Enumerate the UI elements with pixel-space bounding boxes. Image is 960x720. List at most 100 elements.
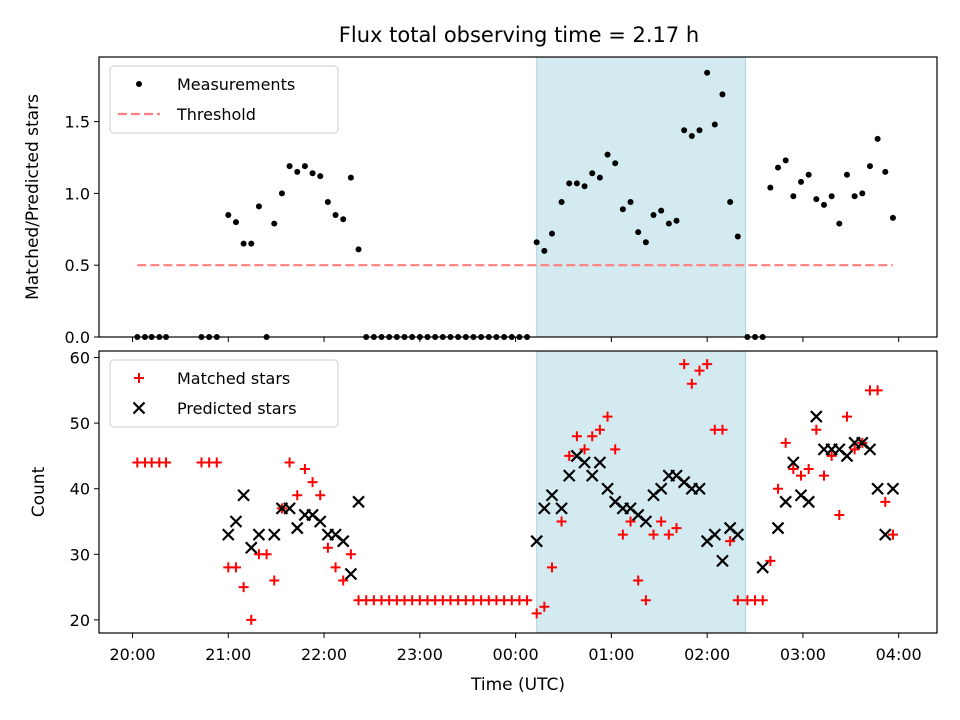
matched-star-point bbox=[322, 542, 333, 553]
legend-marker-plus bbox=[134, 373, 144, 383]
predicted-star-point bbox=[716, 554, 729, 568]
y-tick-label: 20 bbox=[70, 611, 90, 630]
matched-star-point bbox=[261, 549, 272, 560]
predicted-star-point bbox=[530, 534, 543, 548]
matched-star-point bbox=[849, 444, 860, 455]
matched-star-point bbox=[841, 411, 852, 422]
measurement-point bbox=[681, 127, 688, 134]
measurement-point bbox=[573, 180, 580, 187]
y-tick-label: 60 bbox=[70, 349, 90, 368]
measurement-point bbox=[355, 246, 362, 253]
legend-label: Measurements bbox=[177, 75, 295, 94]
measurement-point bbox=[820, 201, 827, 208]
predicted-star-point bbox=[290, 521, 304, 535]
x-tick-label: 03:00 bbox=[780, 645, 826, 664]
matched-star-point bbox=[663, 529, 674, 540]
legend-label: Predicted stars bbox=[177, 399, 297, 418]
matched-star-point bbox=[284, 457, 295, 468]
measurement-point bbox=[317, 173, 324, 180]
measurement-point bbox=[548, 230, 555, 237]
y-tick-label: 1.5 bbox=[65, 113, 90, 132]
matched-star-point bbox=[594, 424, 605, 435]
measurement-point bbox=[859, 190, 866, 197]
measurement-point bbox=[619, 206, 626, 213]
matched-star-point bbox=[531, 608, 542, 619]
predicted-star-point bbox=[639, 515, 653, 528]
matched-star-point bbox=[765, 555, 776, 566]
predicted-star-point bbox=[810, 410, 823, 423]
x-tick-label: 21:00 bbox=[205, 645, 251, 664]
matched-star-point bbox=[780, 437, 791, 448]
predicted-star-point bbox=[840, 449, 854, 463]
matched-star-point bbox=[579, 444, 590, 455]
matched-star-point bbox=[880, 496, 891, 507]
matched-star-point bbox=[307, 477, 318, 488]
x-tick-label: 20:00 bbox=[109, 645, 155, 664]
matched-star-point bbox=[602, 411, 613, 422]
matched-star-point bbox=[803, 464, 814, 475]
measurement-point bbox=[324, 199, 331, 206]
measurement-point bbox=[711, 121, 718, 128]
matched-star-point bbox=[796, 470, 807, 481]
measurement-point bbox=[627, 199, 634, 206]
predicted-star-point bbox=[244, 541, 258, 555]
matched-star-point bbox=[610, 444, 621, 455]
legend-label: Threshold bbox=[176, 105, 256, 124]
predicted-star-point bbox=[879, 528, 892, 541]
predicted-star-point bbox=[229, 515, 243, 528]
matched-star-point bbox=[773, 483, 784, 494]
measurement-point bbox=[889, 214, 896, 221]
predicted-star-point bbox=[562, 469, 576, 482]
matched-star-point bbox=[617, 529, 628, 540]
matched-star-point bbox=[299, 464, 310, 475]
measurement-point bbox=[248, 240, 255, 247]
matched-star-point bbox=[230, 562, 241, 573]
measurement-point bbox=[727, 199, 734, 206]
series-matched-stars bbox=[132, 359, 898, 625]
y-axis-label: Count bbox=[29, 466, 49, 517]
measurement-point bbox=[533, 239, 540, 246]
predicted-star-point bbox=[731, 528, 745, 541]
predicted-star-point bbox=[693, 482, 706, 495]
predicted-star-point bbox=[863, 443, 877, 456]
measurement-point bbox=[635, 229, 642, 236]
measurement-point bbox=[719, 91, 726, 98]
predicted-star-point bbox=[756, 561, 769, 574]
legend-marker-dot bbox=[136, 81, 142, 87]
matched-star-point bbox=[571, 431, 582, 442]
matched-star-point bbox=[625, 516, 636, 527]
measurement-point bbox=[836, 220, 843, 227]
highlight-band bbox=[536, 350, 746, 634]
measurement-point bbox=[665, 220, 672, 227]
matched-star-point bbox=[717, 424, 728, 435]
matched-star-point bbox=[679, 359, 690, 370]
measurement-point bbox=[541, 247, 548, 254]
predicted-star-point bbox=[578, 456, 591, 469]
measurement-point bbox=[658, 207, 665, 214]
predicted-star-point bbox=[654, 482, 668, 495]
measurement-point bbox=[790, 193, 797, 200]
predicted-star-point bbox=[344, 567, 358, 581]
measurement-point bbox=[612, 160, 619, 167]
measurement-point bbox=[851, 193, 858, 200]
series-measurements bbox=[134, 69, 896, 340]
predicted-star-point bbox=[555, 502, 568, 515]
y-axis-label: Matched/Predicted stars bbox=[23, 94, 43, 300]
x-tick-label: 00:00 bbox=[493, 645, 539, 664]
measurement-point bbox=[294, 168, 301, 175]
predicted-star-point bbox=[708, 528, 722, 541]
matched-star-point bbox=[725, 536, 736, 547]
predicted-star-point bbox=[601, 482, 614, 495]
x-tick-label: 22:00 bbox=[301, 645, 347, 664]
matched-star-point bbox=[887, 529, 898, 540]
measurement-point bbox=[805, 171, 812, 178]
matched-star-point bbox=[702, 359, 713, 370]
y-tick-label: 40 bbox=[70, 480, 90, 499]
measurement-point bbox=[271, 220, 278, 227]
y-tick-label: 0.5 bbox=[65, 256, 90, 275]
matched-star-point bbox=[292, 490, 303, 501]
predicted-star-point bbox=[283, 502, 296, 515]
matched-star-point bbox=[633, 575, 644, 586]
measurement-point bbox=[828, 193, 835, 200]
